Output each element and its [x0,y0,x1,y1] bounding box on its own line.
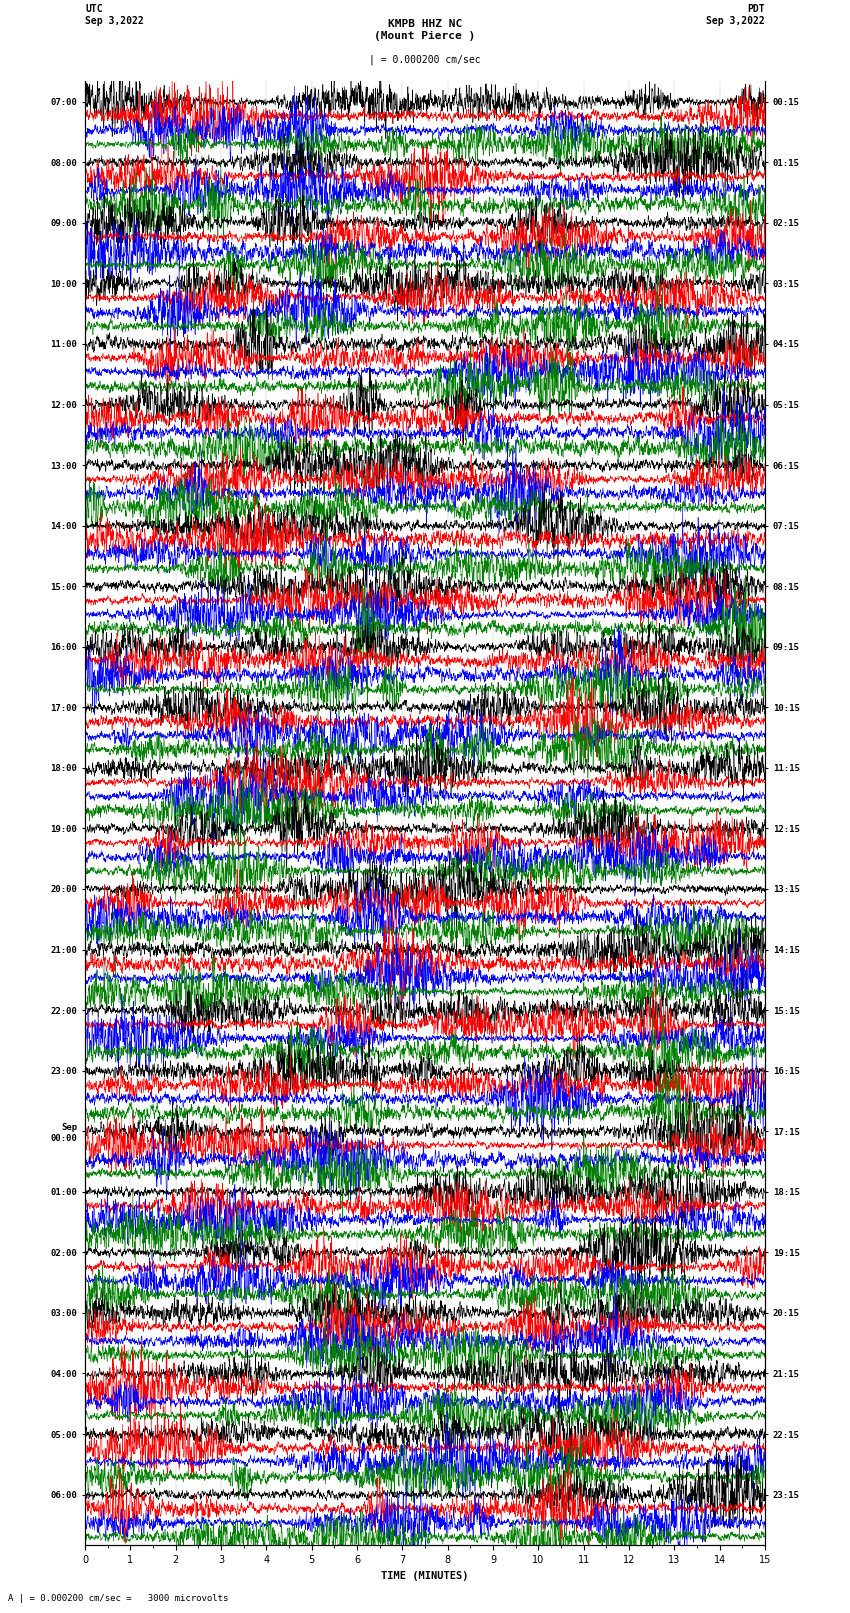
Text: UTC
Sep 3,2022: UTC Sep 3,2022 [85,5,144,26]
Text: PDT
Sep 3,2022: PDT Sep 3,2022 [706,5,765,26]
X-axis label: TIME (MINUTES): TIME (MINUTES) [382,1571,468,1581]
Text: | = 0.000200 cm/sec: | = 0.000200 cm/sec [369,55,481,65]
Text: A | = 0.000200 cm/sec =   3000 microvolts: A | = 0.000200 cm/sec = 3000 microvolts [8,1594,229,1603]
Text: KMPB HHZ NC
(Mount Pierce ): KMPB HHZ NC (Mount Pierce ) [374,19,476,40]
